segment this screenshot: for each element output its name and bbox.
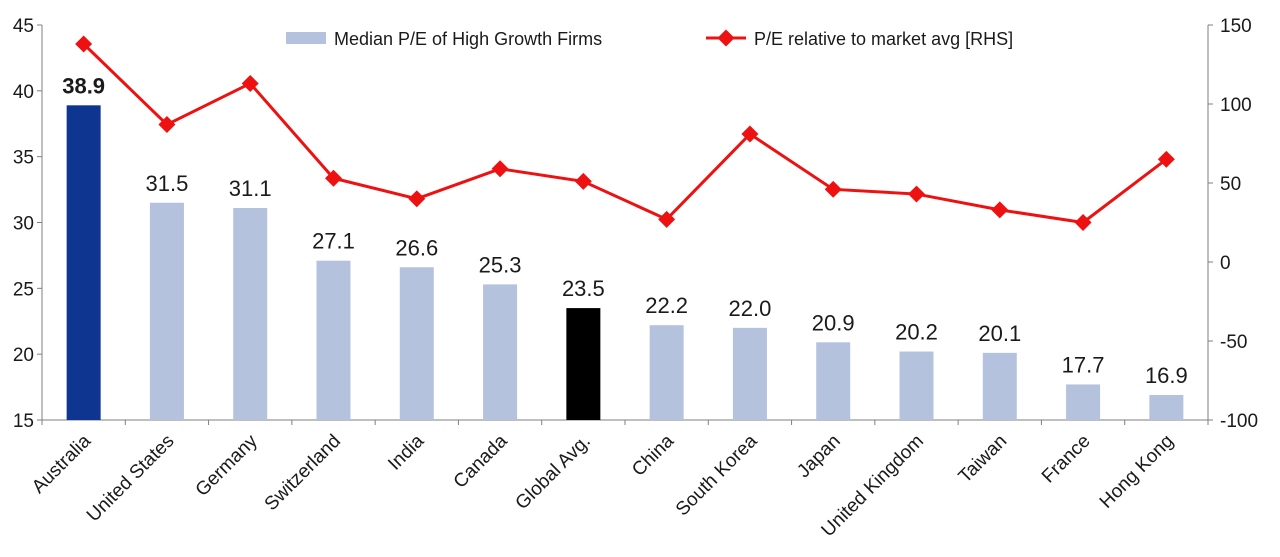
right-tick-label: 0 [1220, 253, 1231, 274]
line-point [158, 116, 176, 134]
bar [233, 208, 268, 420]
right-tick-label: -50 [1220, 332, 1247, 353]
line-point [241, 74, 259, 92]
left-tick-label: 25 [13, 279, 34, 300]
category-label: Hong Kong [1096, 431, 1178, 513]
bar [316, 260, 351, 420]
line-point [491, 160, 509, 178]
bar-value-label: 20.2 [895, 320, 938, 345]
left-tick-label: 40 [13, 82, 34, 103]
bar-value-label: 16.9 [1145, 363, 1188, 388]
left-tick-label: 45 [13, 16, 34, 37]
line-point [991, 201, 1009, 219]
line-point [741, 125, 759, 143]
line-series [75, 35, 1175, 231]
category-label: Germany [192, 430, 262, 500]
line-point [408, 190, 426, 208]
bar-value-label: 26.6 [395, 235, 438, 260]
bar [816, 342, 851, 420]
bar [982, 352, 1017, 420]
legend-bar-label: Median P/E of High Growth Firms [334, 29, 602, 49]
line-point [325, 169, 342, 187]
line-point [574, 172, 592, 190]
bar-value-label: 20.9 [812, 310, 855, 335]
bar [732, 327, 767, 420]
right-tick-label: 100 [1220, 95, 1252, 116]
bar-value-label: 23.5 [562, 276, 605, 301]
right-tick-label: 150 [1220, 16, 1252, 37]
bar-value-label: 38.9 [62, 73, 105, 98]
legend-bar-swatch [286, 32, 326, 44]
bar-value-label: 22.2 [645, 293, 688, 318]
bar [566, 308, 601, 420]
category-label: Global Avg. [512, 431, 595, 514]
line-point [824, 180, 842, 198]
bar-value-label: 20.1 [978, 321, 1021, 346]
legend: Median P/E of High Growth Firms P/E rela… [286, 29, 1013, 49]
labels: 38.9 31.5 31.1 27.1 26.6 25.3 23.5 22.2 22.0 20.9… [62, 73, 1188, 388]
bar [483, 284, 518, 420]
category-label: China [628, 430, 678, 480]
bar-value-label: 22.0 [729, 296, 772, 321]
left-tick-label: 20 [13, 345, 34, 366]
left-tick-label: 30 [13, 214, 34, 235]
bar [149, 202, 184, 420]
bar [66, 105, 101, 421]
bar [649, 325, 684, 420]
legend-line-marker [717, 29, 735, 47]
bar-value-label: 31.1 [229, 176, 272, 201]
right-tick-label: 50 [1220, 174, 1241, 195]
category-label: Japan [793, 431, 844, 482]
bar [899, 351, 934, 420]
line-point [658, 210, 676, 228]
category-label: Australia [28, 430, 95, 497]
bar [1066, 384, 1101, 420]
category-label: France [1038, 431, 1095, 488]
right-tick-label: -100 [1220, 411, 1258, 432]
legend-line-label: P/E relative to market avg [RHS] [754, 29, 1013, 49]
bar-value-label: 27.1 [312, 229, 355, 254]
bar-value-label: 17.7 [1062, 352, 1105, 377]
category-label: South Korea [672, 430, 762, 520]
category-label: Switzerland [261, 431, 345, 515]
bar [399, 267, 434, 420]
bars [66, 105, 1184, 421]
category-label: Canada [450, 430, 512, 492]
left-tick-label: 15 [13, 411, 34, 432]
category-label: United States [83, 431, 179, 527]
category-label: India [384, 430, 428, 474]
bar-value-label: 31.5 [146, 171, 189, 196]
left-tick-label: 35 [13, 148, 34, 169]
category-label: Taiwan [955, 431, 1012, 488]
line-point [75, 35, 93, 53]
line-path [82, 42, 1168, 225]
bar-value-label: 25.3 [479, 252, 522, 277]
bar [1149, 394, 1184, 420]
axes: 15 20 25 30 35 40 45 -100 -50 0 50 100 150 AustraliaU… [13, 16, 1258, 541]
line-point [908, 185, 925, 203]
